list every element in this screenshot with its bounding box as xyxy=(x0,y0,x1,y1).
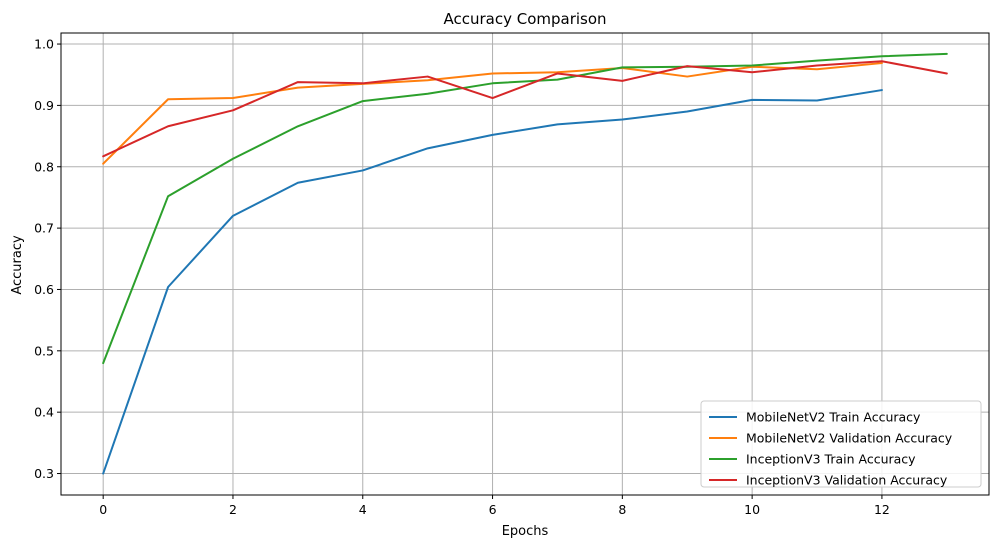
x-tick-label: 2 xyxy=(229,502,237,517)
x-tick-label: 10 xyxy=(744,502,760,517)
series-line-2 xyxy=(102,52,948,365)
x-tick-label: 0 xyxy=(99,502,107,517)
y-tick-label: 1.0 xyxy=(34,37,54,52)
legend-label: MobileNetV2 Train Accuracy xyxy=(746,410,921,425)
legend-label: InceptionV3 Train Accuracy xyxy=(746,452,916,467)
y-axis-label: Accuracy xyxy=(10,235,25,295)
series-line-1 xyxy=(102,62,883,165)
y-tick-label: 0.5 xyxy=(34,343,54,358)
chart-title: Accuracy Comparison xyxy=(443,10,606,28)
y-tick-label: 0.7 xyxy=(34,221,54,236)
legend-box xyxy=(700,400,982,488)
series-line-3 xyxy=(102,60,948,158)
x-tick-label: 12 xyxy=(874,502,890,517)
series-line-0 xyxy=(102,89,883,475)
y-tick-label: 0.6 xyxy=(34,282,54,297)
legend-label: MobileNetV2 Validation Accuracy xyxy=(746,431,953,446)
plot-frame xyxy=(60,32,990,496)
legend: MobileNetV2 Train Accuracy MobileNetV2 Va… xyxy=(700,400,982,488)
x-tick-label: 8 xyxy=(618,502,626,517)
series-lines xyxy=(102,52,948,475)
y-tick-label: 0.8 xyxy=(34,159,54,174)
x-tick-label: 4 xyxy=(359,502,367,517)
y-tick-label: 0.3 xyxy=(34,466,54,481)
legend-label: InceptionV3 Validation Accuracy xyxy=(746,473,948,488)
y-tick-label: 0.4 xyxy=(34,405,54,420)
axis-ticks: 0 2 4 6 8 10 12 0.3 0.4 0.5 0.6 0.7 0.8 0.9 1.0 xyxy=(34,37,890,517)
grid xyxy=(61,33,989,495)
x-tick-label: 6 xyxy=(489,502,497,517)
y-tick-label: 0.9 xyxy=(34,98,54,113)
x-axis-label: Epochs xyxy=(502,524,549,539)
